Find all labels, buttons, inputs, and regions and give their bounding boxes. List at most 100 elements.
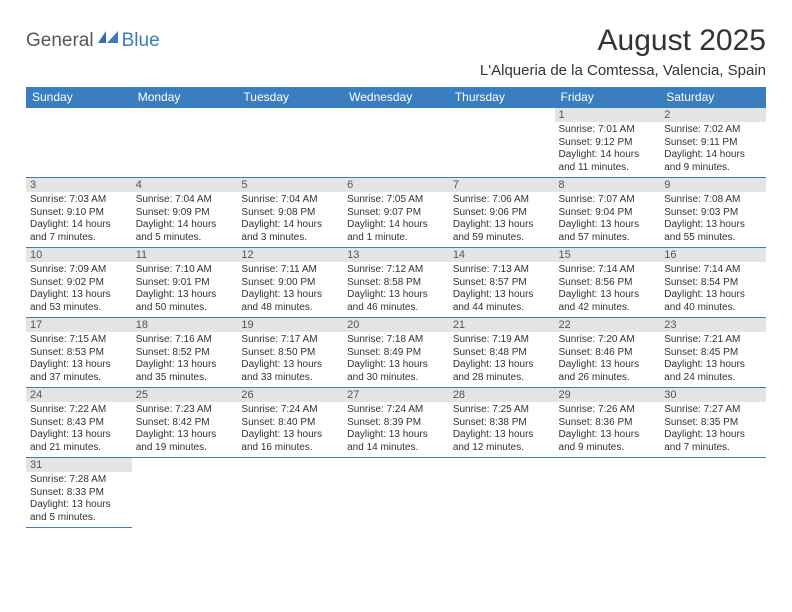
day-detail: Daylight: 13 hours [347,429,445,442]
weekday-header: Thursday [449,87,555,108]
day-number: 20 [343,318,449,332]
title-block: August 2025 L'Alqueria de la Comtessa, V… [480,24,766,79]
day-number: 21 [449,318,555,332]
day-detail: Daylight: 13 hours [453,359,551,372]
calendar-cell [132,108,238,179]
day-detail: Daylight: 13 hours [664,429,762,442]
day-number: 9 [660,178,766,192]
day-detail: Sunset: 8:42 PM [136,417,234,430]
day-detail: and 53 minutes. [30,302,128,315]
day-number: 3 [26,178,132,192]
day-number: 18 [132,318,238,332]
day-detail: Sunset: 8:39 PM [347,417,445,430]
calendar-week-row: 31Sunrise: 7:28 AMSunset: 8:33 PMDayligh… [26,458,766,528]
day-number: 29 [555,388,661,402]
day-detail: Daylight: 13 hours [136,429,234,442]
logo-text-general: General [26,30,94,52]
day-number: 11 [132,248,238,262]
flag-icon [98,31,120,52]
day-detail: Daylight: 13 hours [30,429,128,442]
weekday-header: Wednesday [343,87,449,108]
calendar-cell [343,458,449,528]
day-detail: Daylight: 13 hours [453,219,551,232]
day-detail: Sunset: 8:38 PM [453,417,551,430]
day-detail: Sunrise: 7:14 AM [664,264,762,277]
day-detail: and 28 minutes. [453,372,551,385]
day-detail: Sunrise: 7:23 AM [136,404,234,417]
day-detail: Sunrise: 7:24 AM [347,404,445,417]
calendar-cell [237,108,343,179]
calendar-cell: 26Sunrise: 7:24 AMSunset: 8:40 PMDayligh… [237,388,343,458]
day-detail: Sunset: 8:54 PM [664,277,762,290]
day-number: 17 [26,318,132,332]
calendar-cell: 7Sunrise: 7:06 AMSunset: 9:06 PMDaylight… [449,178,555,248]
calendar-cell: 8Sunrise: 7:07 AMSunset: 9:04 PMDaylight… [555,178,661,248]
day-detail: Sunset: 8:48 PM [453,347,551,360]
day-number: 15 [555,248,661,262]
day-detail: Sunrise: 7:15 AM [30,334,128,347]
day-number: 8 [555,178,661,192]
calendar-week-row: 17 Sunrise: 7:15 AMSunset: 8:53 PM Dayligh… [26,318,766,388]
day-detail: and 9 minutes. [664,162,762,175]
day-detail: Sunrise: 7:03 AM [30,194,128,207]
day-number: 24 [26,388,132,402]
day-detail: Daylight: 13 hours [559,429,657,442]
day-detail: and 59 minutes. [453,232,551,245]
calendar-cell [237,458,343,528]
calendar-cell: 30Sunrise: 7:27 AMSunset: 8:35 PMDayligh… [660,388,766,458]
location: L'Alqueria de la Comtessa, Valencia, Spa… [480,62,766,79]
day-detail: Daylight: 14 hours [559,149,657,162]
day-detail: Sunrise: 7:28 AM [30,474,128,487]
calendar-cell [660,458,766,528]
day-number: 16 [660,248,766,262]
day-number: 2 [660,108,766,122]
day-detail: Daylight: 13 hours [664,219,762,232]
calendar-cell: 23Sunrise: 7:21 AMSunset: 8:45 PMDayligh… [660,318,766,388]
day-detail: Sunrise: 7:10 AM [136,264,234,277]
day-detail: Sunset: 8:36 PM [559,417,657,430]
header: General Blue August 2025 L'Alqueria de l… [26,24,766,79]
day-detail: Daylight: 13 hours [453,289,551,302]
day-detail: Sunset: 8:46 PM [559,347,657,360]
day-detail: Daylight: 13 hours [347,359,445,372]
page-title: August 2025 [480,24,766,58]
day-detail: Sunrise: 7:22 AM [30,404,128,417]
day-detail: Sunset: 9:11 PM [664,137,762,150]
day-detail: Daylight: 13 hours [30,499,128,512]
day-detail: and 30 minutes. [347,372,445,385]
calendar-cell: 9Sunrise: 7:08 AMSunset: 9:03 PMDaylight… [660,178,766,248]
day-number: 4 [132,178,238,192]
day-detail: and 33 minutes. [241,372,339,385]
day-detail: Sunset: 8:53 PM [30,347,128,360]
calendar-cell: 11Sunrise: 7:10 AMSunset: 9:01 PMDayligh… [132,248,238,318]
day-detail: Daylight: 13 hours [453,429,551,442]
calendar-week-row: 1Sunrise: 7:01 AMSunset: 9:12 PMDaylight… [26,108,766,179]
calendar-cell: 22Sunrise: 7:20 AMSunset: 8:46 PMDayligh… [555,318,661,388]
calendar-cell: 14Sunrise: 7:13 AMSunset: 8:57 PMDayligh… [449,248,555,318]
day-number: 22 [555,318,661,332]
day-detail: Sunset: 9:06 PM [453,207,551,220]
calendar-cell [26,108,132,179]
day-detail: Daylight: 14 hours [347,219,445,232]
day-detail: Sunset: 9:04 PM [559,207,657,220]
day-detail: and 5 minutes. [136,232,234,245]
calendar-cell: 6Sunrise: 7:05 AMSunset: 9:07 PMDaylight… [343,178,449,248]
day-detail: Sunset: 9:02 PM [30,277,128,290]
calendar-cell: 3Sunrise: 7:03 AMSunset: 9:10 PMDaylight… [26,178,132,248]
day-detail: and 5 minutes. [30,512,128,525]
day-detail: Sunrise: 7:09 AM [30,264,128,277]
calendar-cell: 10Sunrise: 7:09 AMSunset: 9:02 PMDayligh… [26,248,132,318]
day-detail: Sunrise: 7:16 AM [136,334,234,347]
day-detail: Daylight: 13 hours [241,429,339,442]
day-number: 30 [660,388,766,402]
day-detail: Sunrise: 7:26 AM [559,404,657,417]
calendar-cell: 24Sunrise: 7:22 AMSunset: 8:43 PMDayligh… [26,388,132,458]
day-detail: Daylight: 13 hours [241,359,339,372]
day-detail: Sunset: 8:56 PM [559,277,657,290]
day-number: 31 [26,458,132,472]
day-detail: Sunrise: 7:12 AM [347,264,445,277]
day-detail: Sunset: 8:52 PM [136,347,234,360]
day-number: 26 [237,388,343,402]
day-detail: and 57 minutes. [559,232,657,245]
day-detail: and 46 minutes. [347,302,445,315]
